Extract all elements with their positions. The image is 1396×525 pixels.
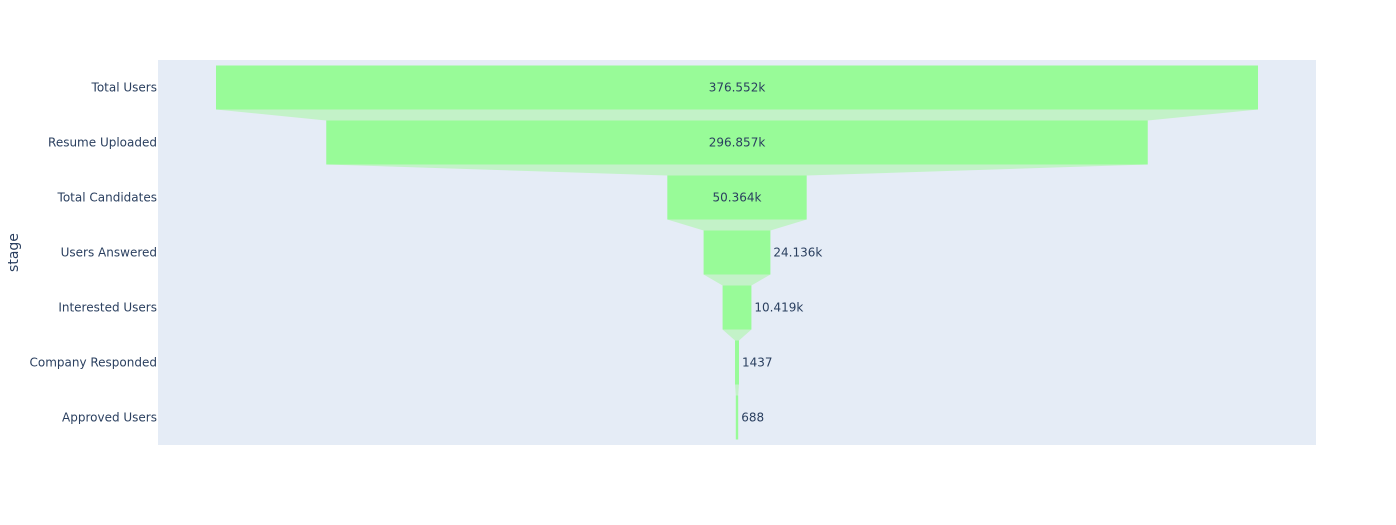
- funnel-connector: [216, 109, 1258, 121]
- category-label: Approved Users: [62, 411, 157, 425]
- value-label-group: 376.552k 296.857k 50.364k 24.136k 10.419k 143…: [709, 81, 823, 425]
- category-label: Users Answered: [61, 246, 157, 260]
- funnel-connector: [722, 329, 752, 341]
- funnel-bar: [326, 120, 1148, 165]
- funnel-bar: [216, 65, 1258, 110]
- funnel-bar: [722, 285, 752, 330]
- value-label: 50.364k: [713, 191, 762, 205]
- funnel-connector: [703, 274, 771, 286]
- category-label-group: Total Users Resume Uploaded Total Candidat…: [29, 81, 157, 425]
- connector-group: [216, 109, 1258, 396]
- funnel-bar: [735, 340, 739, 385]
- bar-group: [216, 65, 1258, 440]
- value-label: 296.857k: [709, 136, 766, 150]
- funnel-connector: [735, 384, 739, 396]
- y-axis-title: stage: [6, 233, 22, 272]
- value-label: 688: [741, 411, 764, 425]
- funnel-bar: [735, 395, 739, 440]
- value-label: 24.136k: [773, 246, 822, 260]
- category-label: Total Users: [91, 81, 157, 95]
- category-label: Company Responded: [29, 356, 157, 370]
- category-label: Total Candidates: [57, 191, 157, 205]
- category-label: Resume Uploaded: [48, 136, 157, 150]
- funnel-connector: [326, 164, 1148, 176]
- funnel-connector: [667, 219, 807, 231]
- value-label: 10.419k: [754, 301, 803, 315]
- value-label: 1437: [742, 356, 773, 370]
- funnel-bar: [667, 175, 807, 220]
- funnel-bar: [703, 230, 771, 275]
- category-label: Interested Users: [58, 301, 157, 315]
- value-label: 376.552k: [709, 81, 766, 95]
